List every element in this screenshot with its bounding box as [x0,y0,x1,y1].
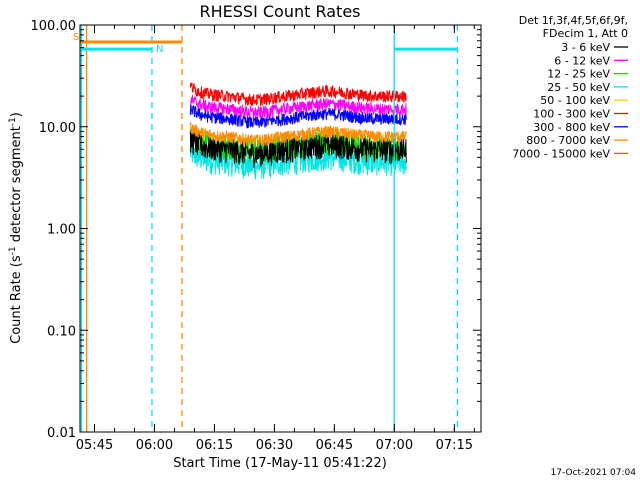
legend-header-line-2: FDecim 1, Att 0 [543,27,628,40]
legend-label-7000-15000-kev: 7000 - 15000 keV [512,147,610,160]
y-axis-label-post: ) [9,112,24,117]
y-tick-label: 100.00 [31,19,77,34]
legend-label-12-25-kev: 12 - 25 keV [547,68,610,81]
legend-label-100-300-kev: 100 - 300 keV [533,108,610,121]
series-line-300-800-kev [189,104,407,129]
legend-label-300-800-kev: 300 - 800 keV [533,121,610,134]
legend-label-50-100-kev: 50 - 100 keV [540,94,610,107]
x-tick-label: 06:15 [196,438,233,453]
x-tick-label: 07:00 [376,438,413,453]
x-tick-label: 06:30 [256,438,293,453]
legend-header-line-1: Det 1f,3f,4f,5f,6f,9f, [519,14,628,27]
legend-label-3-6-kev: 3 - 6 keV [561,41,610,54]
y-axis-label-sup1: -1 [8,246,18,255]
x-tick-label: 06:00 [136,438,173,453]
series-line-800-7000-kev [189,122,407,149]
marker-label-s: S [73,32,79,43]
y-axis-label-pre: Count Rate (s [9,255,24,344]
y-tick-label: 10.00 [39,121,76,136]
x-axis-label: Start Time (17-May-11 05:41:22) [173,456,387,471]
legend-label-6-12-kev: 6 - 12 keV [554,54,610,67]
legend-label-800-7000-kev: 800 - 7000 keV [526,134,610,147]
y-axis-label-mid: detector segment [9,126,24,246]
x-tick-label: 05:45 [76,438,113,453]
footer-timestamp: 17-Oct-2021 07:04 [551,468,637,478]
series-line-3-6-kev [189,129,407,169]
x-tick-label: 07:15 [436,438,473,453]
y-tick-label: 1.00 [47,223,76,238]
marker-label-n: N [156,44,163,55]
chart-title: RHESSI Count Rates [200,2,361,21]
series-line-6-12-kev [189,94,407,119]
y-axis-label: Count Rate (s-1 detector segment-1) [8,112,24,344]
legend: Det 1f,3f,4f,5f,6f,9f, FDecim 1, Att 0 3… [512,14,628,160]
y-tick-label: 0.01 [47,426,76,441]
series-line-100-300-kev [189,82,407,107]
y-tick-label: 0.10 [47,324,76,339]
y-axis-label-sup2: -1 [8,117,18,126]
legend-label-25-50-kev: 25 - 50 keV [547,81,610,94]
plot-data-layer [189,82,407,180]
x-tick-label: 06:45 [316,438,353,453]
